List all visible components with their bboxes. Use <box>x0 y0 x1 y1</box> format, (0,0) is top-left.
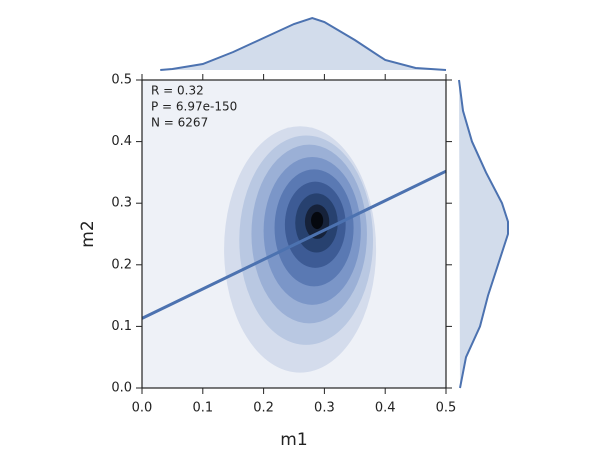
annotation: N = 6267 <box>151 116 208 130</box>
y-tick-label: 0.2 <box>111 257 132 272</box>
x-tick-label: 0.1 <box>192 401 213 416</box>
x-tick-label: 0.4 <box>375 401 396 416</box>
x-axis-label: m1 <box>280 430 307 450</box>
y-tick-label: 0.5 <box>111 73 132 88</box>
plot-frame <box>141 79 447 389</box>
x-tick-label: 0.2 <box>253 401 274 416</box>
annotation: P = 6.97e-150 <box>151 100 237 114</box>
x-tick-label: 0.5 <box>436 401 457 416</box>
x-tick-label: 0.3 <box>314 401 335 416</box>
regression-line <box>141 169 447 320</box>
kde-contour <box>311 211 324 230</box>
y-tick-label: 0.4 <box>111 134 132 149</box>
y-tick-label: 0.1 <box>111 319 132 334</box>
y-tick-label: 0.3 <box>111 196 132 211</box>
marginal-x-curve <box>160 16 447 71</box>
x-tick-label: 0.0 <box>132 401 153 416</box>
marginal-x-area <box>160 18 447 70</box>
marginal-y-curve <box>458 79 509 389</box>
y-tick-label: 0.0 <box>111 381 132 396</box>
marginal-y-area <box>459 80 508 388</box>
annotation: R = 0.32 <box>151 84 204 98</box>
y-axis-label: m2 <box>78 220 98 247</box>
